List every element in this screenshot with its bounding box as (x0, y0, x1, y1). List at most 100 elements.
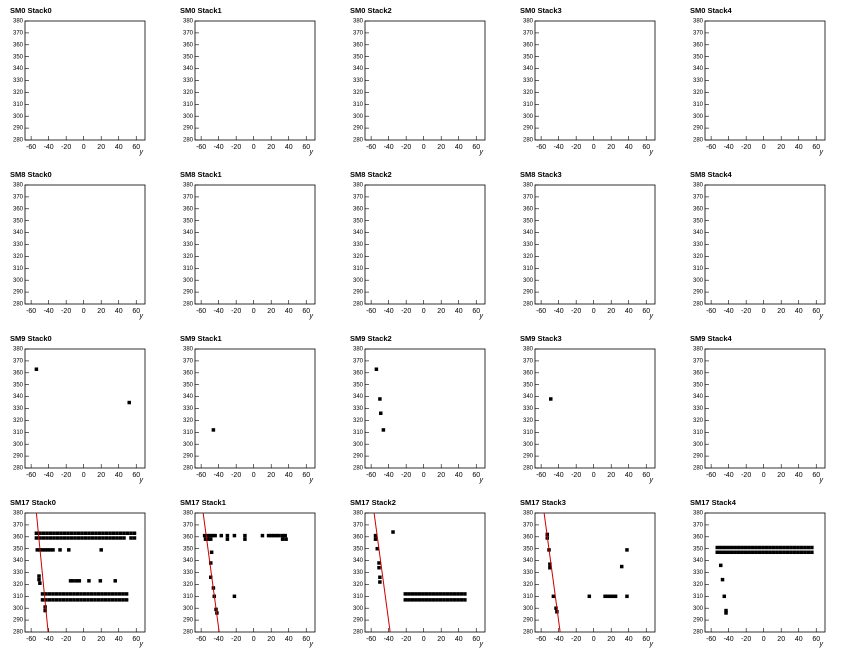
y-tick-label: 290 (693, 126, 704, 132)
x-tick-label: 40 (115, 636, 123, 643)
y-tick-label: 280 (353, 138, 364, 144)
panel: SM0 Stack3 -60 -40 -20 0 20 40 60 280 290 300 310 32… (520, 6, 656, 156)
point (608, 594, 613, 599)
x-tick-label: -40 (384, 636, 394, 643)
point (421, 598, 425, 602)
x-tick-label: -40 (214, 308, 224, 315)
point (51, 592, 55, 596)
plot-frame (364, 348, 486, 469)
point (554, 606, 558, 610)
point (611, 594, 615, 599)
y-tick-label: 290 (183, 126, 194, 132)
y-tick-label: 370 (353, 522, 364, 528)
y-tick-label: 340 (13, 558, 24, 564)
y-tick-label: 320 (183, 90, 194, 96)
x-axis-label: y (649, 313, 654, 320)
y-tick-label: 350 (183, 382, 194, 388)
panel-title: SM8 Stack4 (690, 170, 733, 179)
y-tick-label: 280 (183, 466, 194, 472)
x-axis-label: y (309, 641, 314, 648)
point (104, 536, 109, 540)
y-tick-label: 360 (523, 370, 534, 376)
x-tick-label: 60 (812, 308, 820, 315)
y-tick-label: 350 (693, 218, 704, 224)
point (117, 592, 122, 596)
x-tick-label: -60 (196, 308, 206, 315)
point (391, 530, 395, 534)
y-tick-label: 380 (183, 183, 194, 189)
point (41, 536, 46, 540)
point (55, 536, 60, 540)
point (54, 598, 59, 602)
y-tick-label: 340 (183, 394, 194, 400)
x-tick-label: 20 (97, 472, 105, 479)
y-tick-label: 350 (13, 382, 24, 388)
x-axis-label: y (479, 313, 484, 320)
y-tick-label: 350 (13, 218, 24, 224)
x-tick-label: 60 (472, 472, 480, 479)
point (209, 575, 213, 580)
point (771, 550, 776, 555)
y-tick-label: 330 (183, 78, 194, 84)
x-tick-label: 60 (812, 472, 820, 479)
x-tick-label: 20 (607, 144, 615, 151)
x-tick-label: -60 (536, 144, 546, 151)
x-tick-label: 60 (642, 144, 650, 151)
y-tick-label: 380 (523, 183, 534, 189)
x-tick-label: 60 (302, 144, 310, 151)
y-tick-label: 360 (693, 42, 704, 48)
y-tick-label: 330 (353, 78, 364, 84)
y-tick-label: 300 (353, 442, 364, 448)
y-tick-label: 350 (353, 54, 364, 60)
y-tick-label: 320 (13, 582, 24, 588)
x-tick-label: -40 (44, 636, 54, 643)
y-tick-label: 290 (353, 618, 364, 624)
point (73, 536, 77, 540)
point (456, 592, 460, 596)
y-tick-label: 340 (13, 230, 24, 236)
point (93, 592, 97, 596)
point (52, 531, 56, 535)
panel: SM17 Stack2 -60 -40 -20 0 20 40 60 280 290 300 310 3… (350, 498, 486, 648)
x-axis-label: y (819, 477, 824, 484)
y-tick-label: 280 (353, 466, 364, 472)
y-tick-label: 360 (693, 534, 704, 540)
point (99, 548, 103, 552)
y-tick-label: 320 (693, 418, 704, 424)
x-tick-label: 20 (437, 308, 445, 315)
point (280, 537, 285, 541)
x-tick-label: -20 (741, 144, 751, 151)
point (208, 533, 212, 538)
x-axis-label: y (479, 641, 484, 648)
y-tick-label: 320 (693, 90, 704, 96)
point (754, 550, 758, 555)
point (438, 592, 443, 596)
y-tick-label: 320 (13, 90, 24, 96)
point (232, 594, 237, 599)
point (373, 533, 378, 538)
point (803, 550, 807, 555)
panel-title: SM9 Stack3 (520, 334, 562, 343)
point (47, 592, 52, 596)
y-tick-label: 280 (523, 302, 534, 308)
y-tick-label: 330 (183, 570, 194, 576)
y-tick-label: 310 (353, 594, 364, 600)
plot-frame (194, 20, 316, 141)
y-tick-label: 350 (183, 546, 194, 552)
x-tick-label: -40 (214, 636, 224, 643)
y-tick-label: 280 (693, 302, 704, 308)
y-tick-label: 330 (13, 406, 24, 412)
point (38, 581, 42, 585)
point (90, 531, 95, 535)
point (403, 592, 408, 596)
point (377, 561, 381, 565)
x-tick-label: 0 (422, 308, 426, 315)
point (277, 533, 281, 538)
fit-line (543, 513, 561, 632)
x-tick-label: 40 (285, 308, 293, 315)
x-tick-label: 40 (285, 144, 293, 151)
x-tick-label: 0 (422, 636, 426, 643)
y-tick-label: 320 (523, 582, 534, 588)
point (66, 531, 70, 535)
point (381, 428, 386, 432)
